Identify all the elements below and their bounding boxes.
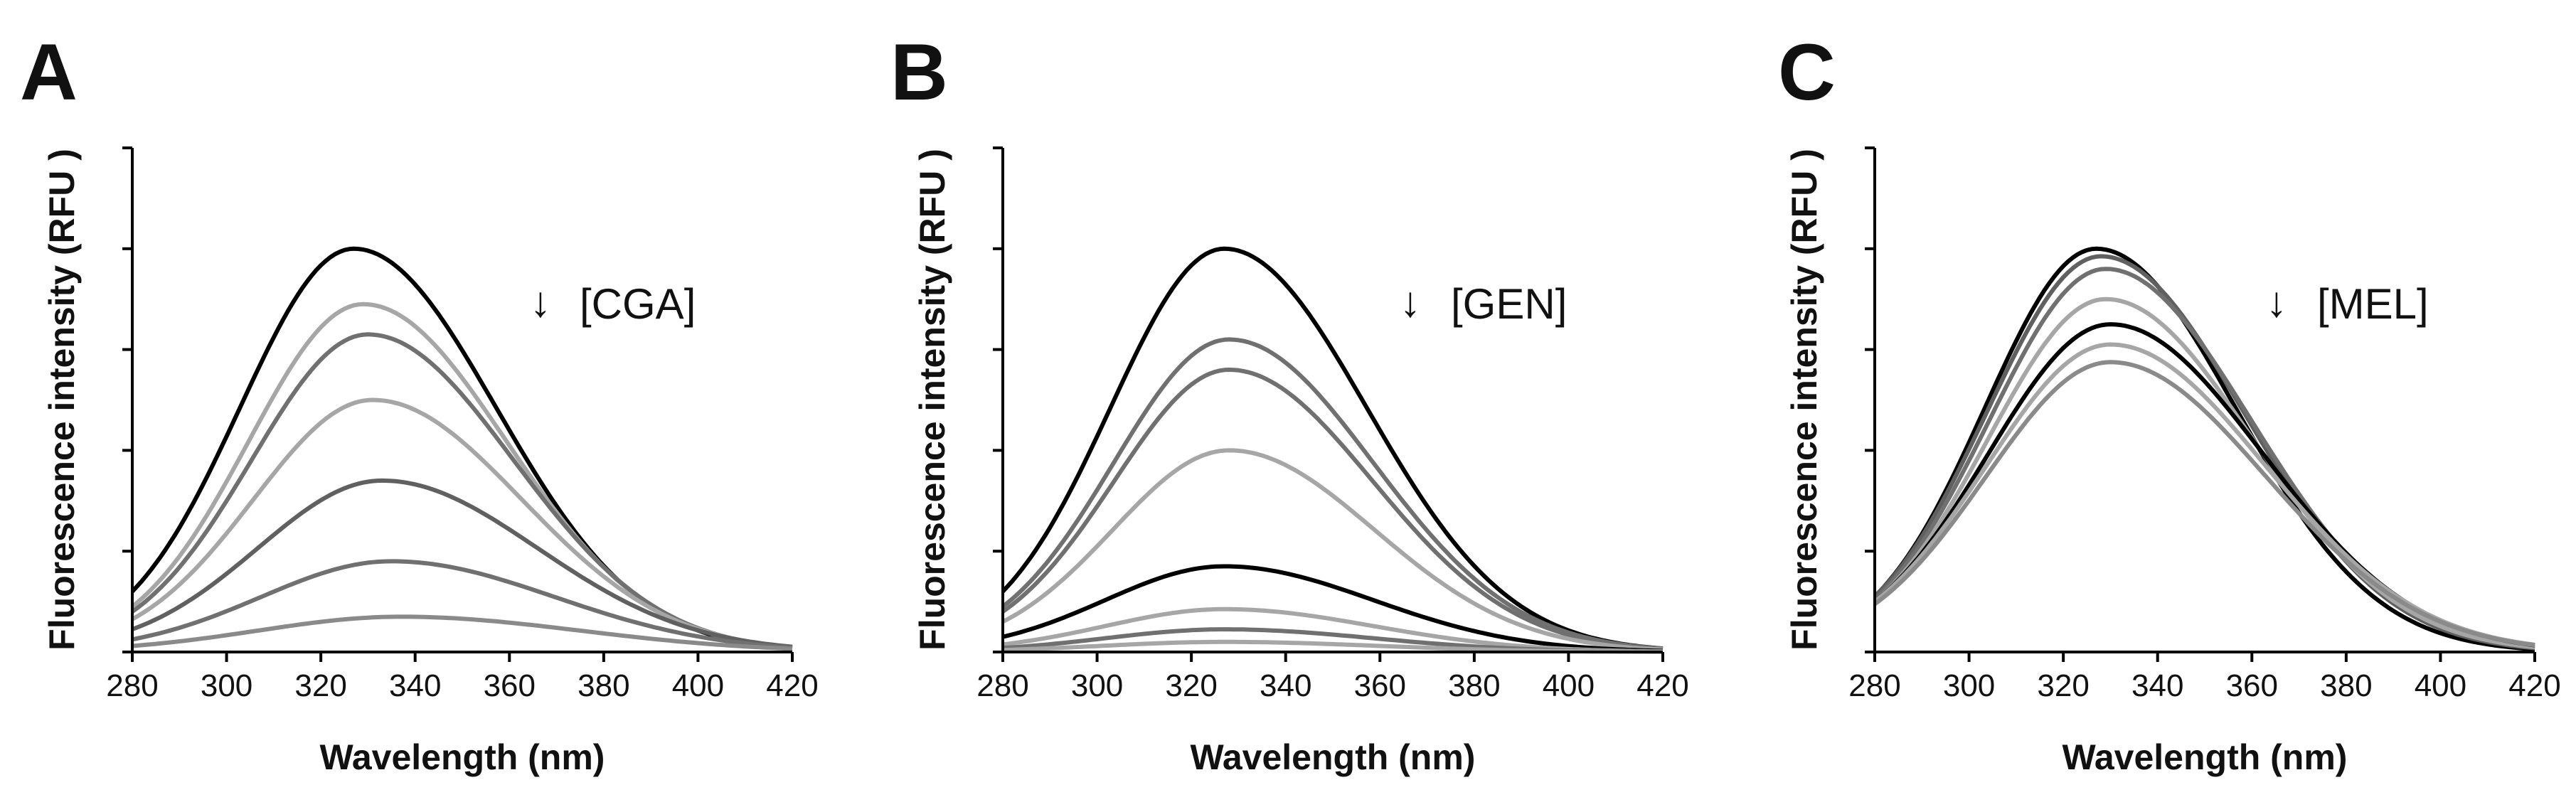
panel-a-curves <box>130 246 793 651</box>
panel-c-axes: 280 300 320 340 360 380 400 420 <box>1848 146 2561 703</box>
panel-a-curve-6 <box>132 559 793 650</box>
panel-a-y-ticks <box>122 146 132 653</box>
panel-c-curve-4 <box>1873 296 2535 650</box>
panel-b-x-tick-label-7: 420 <box>1636 668 1688 703</box>
panel-a-x-tick-label-6: 400 <box>672 668 724 703</box>
panel-b-x-ticks: 280 300 320 340 360 380 400 420 <box>976 652 1689 703</box>
panel-c-x-tick-label-5: 380 <box>2320 668 2372 703</box>
panel-a-x-tick-label-3: 340 <box>389 668 441 703</box>
panel-c-curve-1 <box>1873 246 2535 652</box>
panel-c-annotation-label: [MEL] <box>2317 280 2429 328</box>
panel-a-axes: 280 300 320 340 360 380 400 420 <box>106 146 819 703</box>
panel-a-letter: A <box>20 28 78 117</box>
panel-c-x-tick-label-2: 320 <box>2037 668 2089 703</box>
panel-c-y-axis-title: Fluorescence intensity (RFU ) <box>1784 149 1824 651</box>
panel-a-curve-5 <box>131 478 793 649</box>
panel-c-x-tick-label-0: 280 <box>1848 668 1900 703</box>
panel-a-curve-2 <box>131 301 793 651</box>
panel-b-x-tick-label-4: 360 <box>1354 668 1406 703</box>
panel-a-x-tick-label-2: 320 <box>294 668 346 703</box>
panel-c-down-arrow-icon: ↓ <box>2266 278 2287 326</box>
panel-c-x-tick-label-3: 340 <box>2131 668 2183 703</box>
panel-c-y-ticks <box>1865 146 1875 653</box>
panel-c-curve-7 <box>1873 360 2535 648</box>
panel-b-curve-4 <box>1001 448 1664 652</box>
panel-b-y-ticks <box>993 146 1003 653</box>
panel-b-letter: B <box>890 28 948 117</box>
panel-b: B 280 300 320 340 360 380 400 420 Wavelength (n… <box>890 28 1689 777</box>
panel-b-y-axis-title: Fluorescence intensity (RFU ) <box>912 149 952 651</box>
panel-a-curve-4 <box>131 397 793 650</box>
panel-a-x-tick-label-0: 280 <box>106 668 158 703</box>
panel-a-x-tick-label-1: 300 <box>201 668 252 703</box>
panel-b-curve-5 <box>1002 564 1664 653</box>
panel-a-down-arrow-icon: ↓ <box>530 278 551 326</box>
panel-b-axes: 280 300 320 340 360 380 400 420 <box>976 146 1689 703</box>
panel-b-curve-1 <box>1001 246 1664 651</box>
panel-a-x-tick-label-4: 360 <box>484 668 536 703</box>
panel-c-letter: C <box>1778 28 1836 117</box>
panel-c-x-axis-title: Wavelength (nm) <box>2063 737 2348 777</box>
panel-b-x-tick-label-6: 400 <box>1543 668 1595 703</box>
panel-b-x-axis-title: Wavelength (nm) <box>1191 737 1476 777</box>
panel-c-annotation: ↓ [MEL] <box>2266 278 2429 328</box>
panel-b-x-tick-label-0: 280 <box>976 668 1028 703</box>
panel-b-curves <box>1001 246 1664 654</box>
panel-b-x-tick-label-1: 300 <box>1071 668 1123 703</box>
panel-c-curve-3 <box>1873 267 2535 650</box>
panel-b-annotation: ↓ [GEN] <box>1400 278 1567 328</box>
panel-a-x-ticks: 280 300 320 340 360 380 400 420 <box>106 652 819 703</box>
panel-b-down-arrow-icon: ↓ <box>1400 278 1421 326</box>
panel-c-x-tick-label-4: 360 <box>2226 668 2278 703</box>
panel-c-x-ticks: 280 300 320 340 360 380 400 420 <box>1848 652 2561 703</box>
panel-a: A 280 300 320 340 360 380 400 420 Wavelength (n… <box>20 28 819 777</box>
panel-b-annotation-label: [GEN] <box>1451 280 1567 328</box>
panel-b-x-tick-label-5: 380 <box>1448 668 1500 703</box>
panel-a-x-tick-label-7: 420 <box>766 668 818 703</box>
panel-b-curve-3 <box>1001 368 1664 651</box>
panel-c-x-tick-label-7: 420 <box>2508 668 2560 703</box>
panel-b-x-tick-label-3: 340 <box>1260 668 1311 703</box>
panel-a-annotation-label: [CGA] <box>580 280 696 328</box>
panel-c-x-tick-label-1: 300 <box>1943 668 1995 703</box>
panel-a-annotation: ↓ [CGA] <box>530 278 696 328</box>
panel-a-x-tick-label-5: 380 <box>578 668 629 703</box>
panel-a-y-axis-title: Fluorescence intensity (RFU ) <box>42 149 82 651</box>
panel-c-x-tick-label-6: 400 <box>2415 668 2466 703</box>
panel-c-curves <box>1873 246 2535 652</box>
panel-b-curve-2 <box>1001 337 1664 651</box>
panel-a-x-axis-title: Wavelength (nm) <box>320 737 605 777</box>
panel-a-curve-7 <box>132 614 793 651</box>
panel-c: C 280 300 320 340 360 380 400 420 Wavelength (n… <box>1778 28 2561 777</box>
panel-b-x-tick-label-2: 320 <box>1165 668 1217 703</box>
